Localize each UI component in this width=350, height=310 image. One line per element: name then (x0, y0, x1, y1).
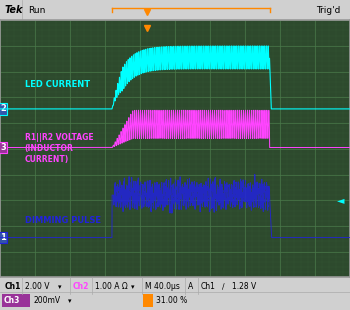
Text: ◄: ◄ (337, 195, 345, 205)
Text: 2: 2 (0, 104, 6, 113)
Text: 200mV: 200mV (33, 296, 60, 305)
Text: Tek: Tek (5, 5, 23, 15)
Text: A: A (188, 282, 193, 291)
Text: Ch2: Ch2 (73, 282, 89, 291)
Text: ▾: ▾ (131, 284, 134, 290)
Text: Ch1: Ch1 (5, 282, 21, 291)
Text: 1: 1 (0, 233, 6, 242)
Text: ▾: ▾ (68, 298, 71, 304)
Text: 3: 3 (0, 143, 6, 152)
Text: M 40.0µs: M 40.0µs (145, 282, 180, 291)
Text: DIMMING PULSE: DIMMING PULSE (25, 216, 100, 225)
Text: ▾: ▾ (58, 284, 62, 290)
Text: Trig'd: Trig'd (316, 6, 340, 15)
Text: 31.00 %: 31.00 % (156, 296, 187, 305)
Text: Ch3: Ch3 (4, 296, 20, 305)
Text: LED CURRENT: LED CURRENT (25, 80, 90, 89)
Text: 1.00 A Ω: 1.00 A Ω (95, 282, 128, 291)
FancyBboxPatch shape (143, 294, 153, 307)
Text: R1||R2 VOLTAGE
(INDUCTOR
CURRENT): R1||R2 VOLTAGE (INDUCTOR CURRENT) (25, 133, 93, 164)
Text: Run: Run (28, 6, 46, 15)
Text: ∕: ∕ (222, 282, 225, 291)
Text: 2.00 V: 2.00 V (25, 282, 49, 291)
Text: 1.28 V: 1.28 V (232, 282, 256, 291)
Text: Ch1: Ch1 (201, 282, 216, 291)
FancyBboxPatch shape (2, 294, 30, 307)
